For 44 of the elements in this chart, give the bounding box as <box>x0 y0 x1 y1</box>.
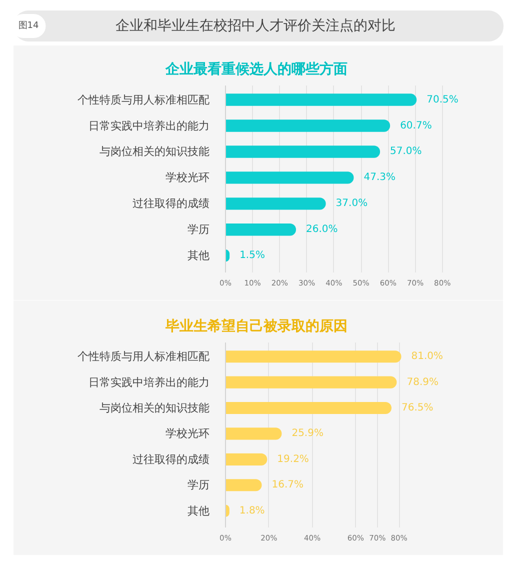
chart-subtitle: 企业最看重候选人的哪些方面 <box>164 60 348 78</box>
data-label: 78.9% <box>406 376 438 388</box>
bar <box>226 224 296 236</box>
y-tick-label: 个性特质与用人标准相匹配 <box>78 93 210 106</box>
y-tick-label: 日常实践中培养出的能力 <box>88 119 210 132</box>
bar <box>226 198 326 210</box>
data-label: 19.2% <box>277 454 309 465</box>
data-label: 70.5% <box>426 94 458 106</box>
data-label: 1.5% <box>240 250 265 262</box>
data-label: 1.8% <box>239 505 265 516</box>
bar <box>226 350 402 363</box>
y-tick-label: 日常实践中培养出的能力 <box>88 376 210 389</box>
data-label: 37.0% <box>336 198 368 210</box>
data-label: 57.0% <box>390 146 422 158</box>
y-tick-label: 与岗位相关的知识技能 <box>100 402 210 415</box>
data-label: 16.7% <box>272 480 304 491</box>
y-tick-label: 学校光环 <box>166 171 210 184</box>
y-tick-label: 学校光环 <box>166 427 210 440</box>
y-tick-label: 与岗位相关的知识技能 <box>100 145 210 158</box>
data-label: 47.3% <box>364 172 396 184</box>
bar <box>226 120 390 132</box>
bar <box>226 146 380 158</box>
bar <box>226 172 354 184</box>
caption: 图14 <box>18 21 39 31</box>
bar <box>226 94 417 106</box>
bar <box>226 428 282 440</box>
data-label: 81.0% <box>411 351 444 362</box>
chart-subtitle: 毕业生希望自己被录取的原因 <box>164 318 348 334</box>
bar <box>226 376 397 388</box>
data-label: 25.9% <box>292 428 324 440</box>
y-tick-label: 学历 <box>188 478 210 492</box>
data-label: 60.7% <box>400 120 432 132</box>
data-label: 26.0% <box>306 224 338 236</box>
bar <box>226 453 268 466</box>
bar <box>226 402 392 414</box>
y-tick-label: 学历 <box>188 223 210 236</box>
y-tick-label: 过往取得的成绩 <box>132 452 210 466</box>
data-label: 76.5% <box>402 402 434 414</box>
y-tick-label: 其他 <box>188 504 210 518</box>
y-tick-label: 个性特质与用人标准相匹配 <box>78 350 210 364</box>
y-tick-label: 其他 <box>188 249 210 262</box>
bar <box>226 479 262 492</box>
y-tick-label: 过往取得的成绩 <box>132 197 210 210</box>
chart-title: 企业和毕业生在校招中人才评价关注点的对比 <box>116 18 396 34</box>
